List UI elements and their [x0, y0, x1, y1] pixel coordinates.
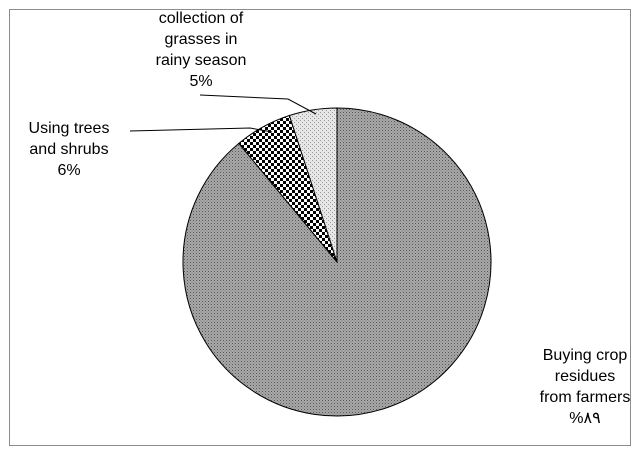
slice-label-line: collection of [158, 10, 244, 27]
slice-value: %٨٩ [569, 410, 601, 427]
chart-area: Buying crop residues from farmers %٨٩ Us… [9, 9, 631, 446]
slice-label-line: grasses in [164, 31, 238, 48]
slice-label-line: residues [554, 368, 616, 385]
slice-label-crop-residues: Buying crop residues from farmers %٨٩ [530, 345, 631, 429]
slice-value: 5% [189, 73, 213, 90]
slice-label-line: Buying crop [542, 347, 628, 364]
slice-label-line: and shrubs [29, 141, 109, 158]
pie-chart [129, 94, 492, 417]
slice-label-line: Using trees [28, 120, 110, 137]
slice-grasses [288, 107, 338, 263]
slice-label-grasses: collection of grasses in rainy season 5% [136, 10, 266, 92]
slice-label-line: from farmers [539, 389, 631, 406]
leader-line-grasses [199, 94, 317, 115]
slice-value: 6% [57, 162, 81, 179]
pie-slices [182, 107, 492, 417]
slice-label-trees-shrubs: Using trees and shrubs 6% [10, 118, 128, 181]
leader-line-trees [129, 127, 273, 133]
slice-label-line: rainy season [155, 52, 247, 69]
leader-lines [129, 94, 317, 133]
